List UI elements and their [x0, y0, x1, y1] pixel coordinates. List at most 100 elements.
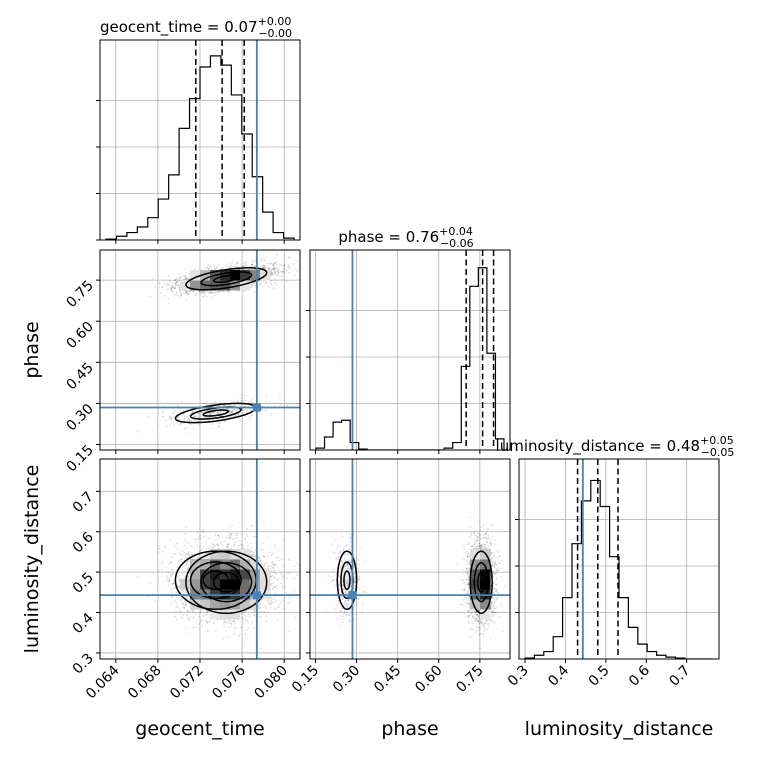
sample-point — [232, 404, 235, 406]
sample-point — [174, 600, 176, 603]
sample-point — [261, 549, 264, 552]
sample-point — [170, 285, 173, 288]
sample-point — [192, 626, 195, 629]
sample-point — [170, 288, 173, 291]
sample-point — [241, 618, 244, 621]
sample-point — [244, 261, 247, 264]
sample-point — [175, 291, 178, 294]
x-tick-label: 0.7 — [666, 663, 693, 690]
sample-point — [225, 545, 228, 548]
sample-point — [227, 532, 230, 535]
sample-point — [175, 281, 178, 283]
sample-point — [158, 547, 161, 550]
sample-point — [197, 416, 200, 418]
sample-point — [274, 546, 277, 549]
sample-point — [185, 275, 187, 278]
sample-point — [212, 419, 215, 421]
sample-point — [274, 270, 276, 273]
sample-point — [165, 288, 168, 291]
sample-point — [206, 295, 208, 298]
contour-line — [202, 409, 230, 417]
sample-point — [222, 621, 225, 624]
sample-point — [206, 611, 209, 613]
sample-point — [226, 544, 229, 546]
sample-point — [258, 556, 260, 559]
sample-point — [184, 563, 187, 566]
sample-point — [211, 546, 214, 549]
sample-point — [173, 609, 176, 612]
sample-point — [196, 556, 199, 559]
sample-point — [302, 564, 304, 566]
sample-point — [180, 553, 182, 556]
sample-point — [273, 572, 276, 574]
sample-point — [276, 274, 278, 277]
sample-point — [248, 627, 251, 629]
sample-point — [162, 415, 165, 418]
sample-point — [264, 605, 266, 608]
sample-point — [281, 264, 284, 267]
sample-point — [273, 404, 276, 407]
sample-point — [174, 282, 177, 285]
sample-point — [162, 410, 164, 413]
sample-point — [181, 275, 184, 278]
sample-point — [206, 622, 208, 624]
sample-point — [240, 543, 243, 545]
sample-point — [233, 404, 236, 407]
sample-point — [212, 545, 215, 548]
sample-point — [237, 290, 240, 293]
sample-point — [271, 566, 274, 569]
sample-point — [212, 291, 215, 294]
sample-point — [265, 607, 268, 609]
sample-point — [210, 403, 212, 406]
sample-point — [277, 269, 279, 272]
sample-point — [219, 410, 222, 413]
sample-point — [171, 415, 174, 418]
sample-point — [235, 627, 238, 630]
sample-point — [282, 270, 285, 273]
sample-point — [208, 412, 211, 414]
sample-point — [217, 291, 219, 294]
sample-point — [230, 263, 233, 266]
sample-point — [273, 266, 275, 269]
sample-point — [272, 264, 275, 267]
sample-point — [263, 562, 266, 565]
sample-point — [262, 562, 264, 564]
sample-point — [235, 532, 238, 535]
sample-point — [221, 535, 223, 538]
sample-point — [187, 292, 190, 295]
sample-point — [176, 281, 179, 283]
sample-point — [252, 555, 255, 558]
sample-point — [238, 418, 241, 420]
sample-point — [285, 269, 288, 272]
sample-point — [184, 555, 187, 558]
sample-point — [224, 621, 227, 623]
sample-point — [275, 599, 278, 602]
sample-point — [277, 274, 280, 276]
sample-point — [267, 266, 270, 269]
sample-point — [184, 277, 187, 279]
sample-point — [172, 291, 174, 294]
sample-point — [278, 605, 281, 608]
sample-point — [188, 290, 191, 293]
sample-point — [182, 554, 185, 557]
sample-point — [186, 277, 189, 279]
sample-point — [182, 606, 185, 609]
sample-point — [246, 264, 249, 267]
sample-point — [185, 426, 188, 429]
sample-point — [156, 610, 159, 613]
sample-point — [185, 628, 188, 630]
sample-point — [280, 546, 283, 549]
sample-point — [186, 568, 189, 571]
sample-point — [220, 543, 223, 545]
sample-point — [176, 605, 179, 608]
sample-point — [273, 262, 276, 265]
sample-point — [218, 425, 220, 428]
sample-point — [233, 622, 236, 625]
sample-point — [273, 274, 276, 277]
sample-point — [185, 603, 188, 606]
sample-point — [174, 284, 176, 287]
sample-point — [187, 414, 190, 417]
sample-point — [172, 411, 175, 414]
sample-point — [170, 588, 173, 590]
sample-point — [196, 538, 199, 541]
